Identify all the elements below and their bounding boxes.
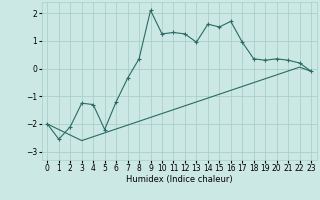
X-axis label: Humidex (Indice chaleur): Humidex (Indice chaleur) <box>126 175 233 184</box>
